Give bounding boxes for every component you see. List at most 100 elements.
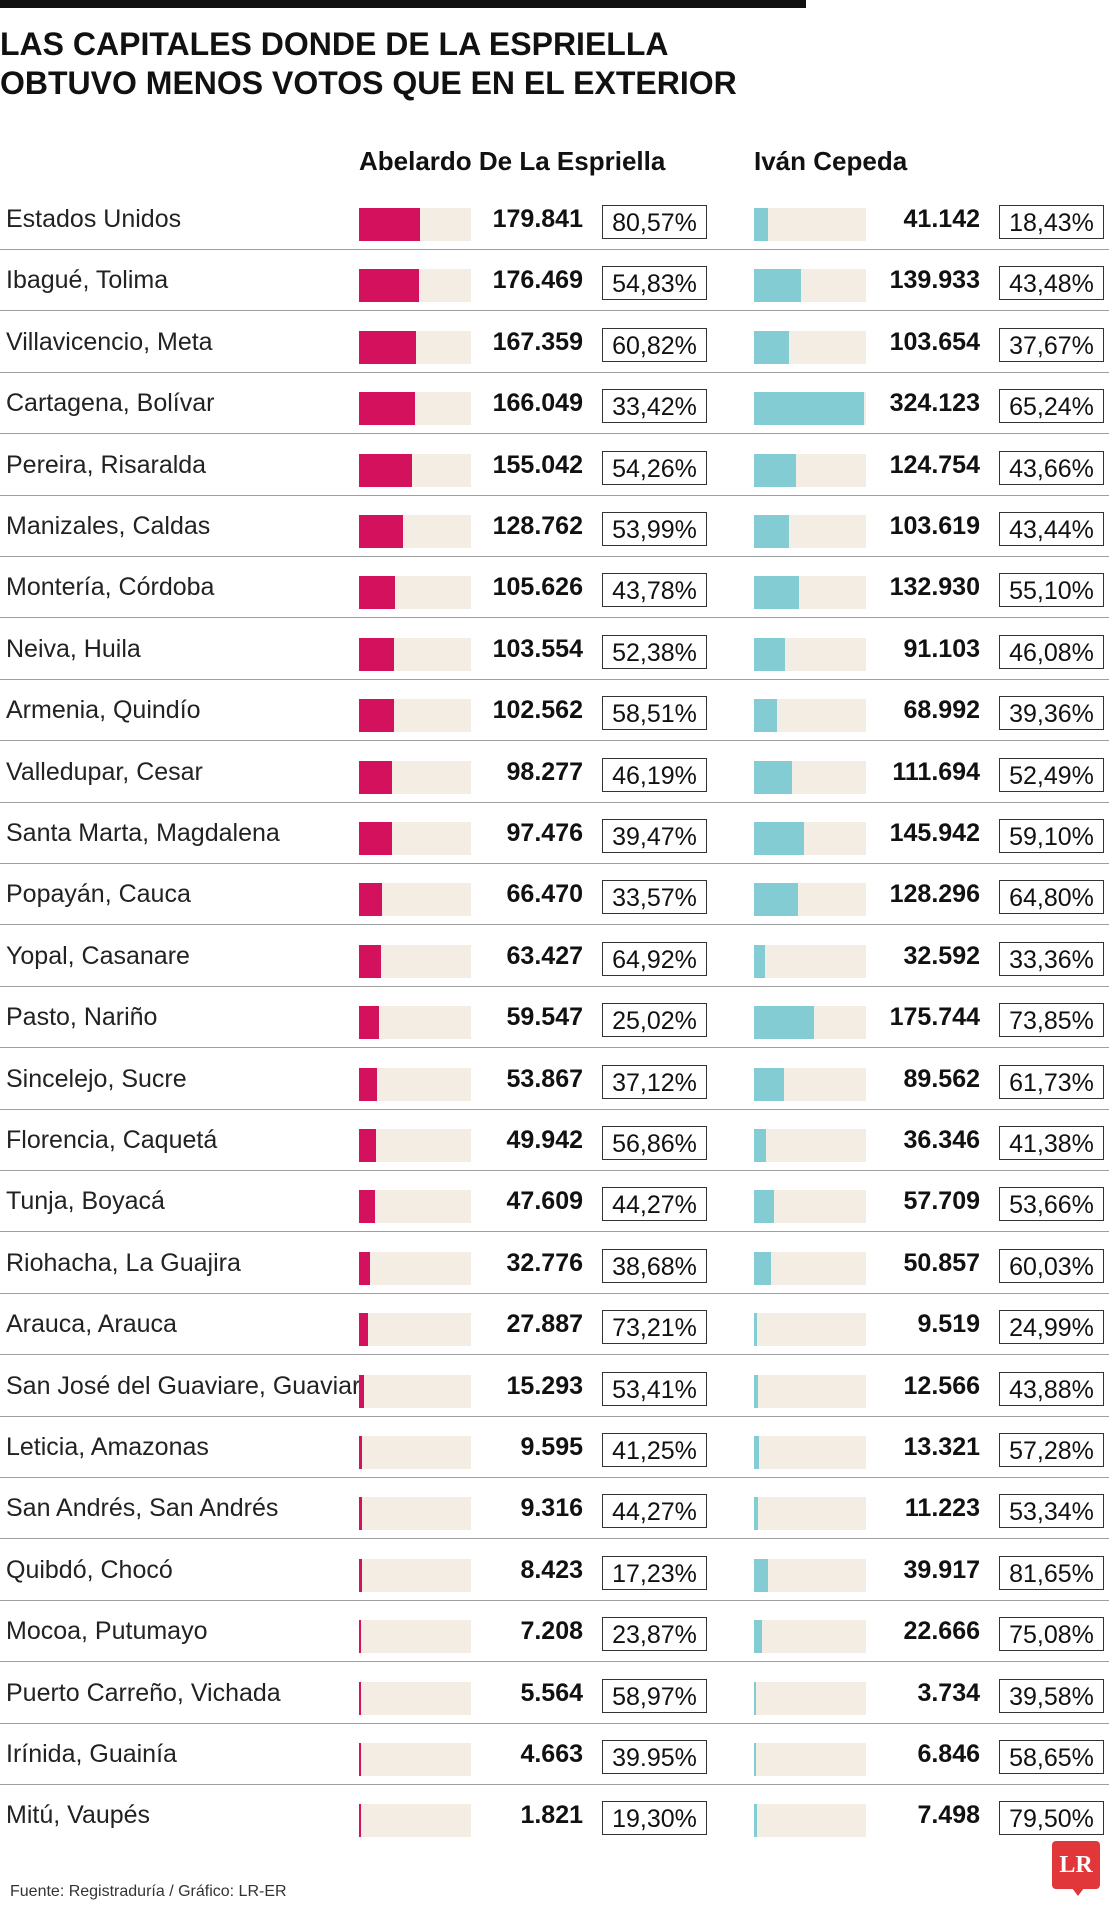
espriella-bar: [359, 269, 419, 303]
cepeda-percent: 41,38%: [999, 1126, 1104, 1160]
cepeda-bar-track: [754, 1129, 866, 1162]
cepeda-percent: 53,34%: [999, 1494, 1104, 1529]
espriella-percent: 73,21%: [602, 1310, 707, 1345]
row-divider: [0, 1661, 1109, 1663]
cepeda-votes: 11.223: [904, 1494, 980, 1523]
cepeda-bar-track: [754, 1497, 866, 1531]
cepeda-votes: 12.566: [903, 1371, 980, 1400]
espriella-percent: 53,99%: [602, 512, 707, 546]
cepeda-bar: [754, 1681, 756, 1715]
row-divider: [0, 310, 1109, 312]
cepeda-bar: [754, 1006, 814, 1040]
espriella-bar: [359, 515, 403, 548]
row-divider: [0, 1231, 1109, 1233]
espriella-bar-track: [359, 1558, 471, 1592]
cepeda-votes: 145.942: [889, 819, 980, 847]
espriella-votes: 53.867: [506, 1064, 583, 1093]
cepeda-bar-track: [754, 760, 866, 794]
cepeda-bar-track: [754, 453, 866, 487]
top-rule: [0, 0, 806, 8]
espriella-bar: [359, 330, 416, 364]
row-divider: [0, 1722, 1109, 1724]
espriella-votes: 105.626: [492, 573, 583, 602]
espriella-bar-track: [359, 576, 471, 610]
city-label: Pasto, Nariño: [6, 1003, 158, 1032]
espriella-bar: [359, 760, 393, 794]
city-label: Estados Unidos: [6, 205, 182, 233]
cepeda-votes: 57.709: [903, 1187, 980, 1216]
cepeda-percent: 55,10%: [999, 573, 1104, 608]
cepeda-bar: [754, 330, 790, 364]
cepeda-percent: 64,80%: [999, 880, 1104, 915]
chart-row: Estados Unidos 179.841 80,57% 41.142 18,43%: [0, 189, 1109, 250]
cepeda-bar-track: [754, 208, 866, 241]
espriella-percent: 53,41%: [602, 1371, 707, 1406]
cepeda-votes: 324.123: [889, 389, 980, 418]
espriella-percent: 58,97%: [602, 1678, 707, 1713]
espriella-votes: 179.841: [492, 205, 583, 233]
espriella-bar: [359, 1558, 362, 1592]
city-label: Montería, Córdoba: [6, 573, 215, 602]
chart-row: Popayán, Cauca 66.470 33,57% 128.296 64,80%: [0, 864, 1109, 926]
cepeda-bar-track: [754, 1190, 866, 1224]
cepeda-percent: 18,43%: [999, 205, 1104, 239]
city-label: Puerto Carreño, Vichada: [6, 1678, 281, 1707]
espriella-percent: 64,92%: [602, 941, 707, 976]
espriella-percent: 39.95%: [602, 1740, 707, 1774]
cepeda-bar: [754, 822, 804, 855]
row-divider: [0, 740, 1109, 742]
chart-row: Yopal, Casanare 63.427 64,92% 32.592 33,36%: [0, 926, 1109, 987]
espriella-bar: [359, 1006, 380, 1040]
cepeda-votes: 103.619: [889, 512, 980, 540]
espriella-percent: 39,47%: [602, 819, 707, 853]
espriella-votes: 166.049: [492, 389, 583, 418]
cepeda-bar-track: [754, 269, 866, 303]
espriella-bar-track: [359, 392, 471, 426]
cepeda-bar-track: [754, 576, 866, 610]
espriella-votes: 47.609: [506, 1187, 583, 1216]
cepeda-bar-track: [754, 1743, 866, 1776]
chart-row: Mocoa, Putumayo 7.208 23,87% 22.666 75,08%: [0, 1601, 1109, 1663]
chart-row: Arauca, Arauca 27.887 73,21% 9.519 24,99%: [0, 1294, 1109, 1356]
espriella-votes: 32.776: [506, 1248, 583, 1277]
row-divider: [0, 801, 1109, 803]
espriella-votes: 7.208: [520, 1617, 583, 1646]
cepeda-votes: 139.933: [889, 266, 980, 295]
city-label: Armenia, Quindío: [6, 696, 201, 725]
city-label: Manizales, Caldas: [6, 512, 211, 540]
cepeda-votes: 9.519: [917, 1310, 980, 1339]
cepeda-percent: 59,10%: [999, 819, 1104, 853]
cepeda-bar: [754, 1497, 758, 1531]
espriella-bar-track: [359, 1804, 471, 1838]
cepeda-percent: 60,03%: [999, 1248, 1104, 1283]
cepeda-votes: 41.142: [903, 205, 980, 233]
espriella-bar-track: [359, 822, 471, 855]
row-divider: [0, 1292, 1109, 1294]
title-line-1: LAS CAPITALES DONDE DE LA ESPRIELLA: [0, 26, 669, 62]
city-label: Leticia, Amazonas: [6, 1433, 209, 1461]
cepeda-bar-track: [754, 1313, 866, 1347]
cepeda-bar: [754, 699, 778, 733]
cepeda-votes: 39.917: [903, 1555, 980, 1584]
chart-title: LAS CAPITALES DONDE DE LA ESPRIELLA OBTU…: [0, 25, 737, 103]
chart-row: Santa Marta, Magdalena 97.476 39,47% 145.94…: [0, 803, 1109, 864]
espriella-percent: 25,02%: [602, 1003, 707, 1038]
espriella-percent: 44,27%: [602, 1494, 707, 1529]
cepeda-votes: 7.498: [917, 1801, 980, 1830]
espriella-bar: [359, 883, 382, 917]
espriella-percent: 33,42%: [602, 389, 707, 424]
cepeda-percent: 39,36%: [999, 696, 1104, 731]
espriella-percent: 33,57%: [602, 880, 707, 915]
city-label: Riohacha, La Guajira: [6, 1248, 241, 1277]
espriella-bar: [359, 208, 421, 241]
cepeda-votes: 89.562: [903, 1064, 980, 1093]
row-divider: [0, 1354, 1109, 1356]
cepeda-percent: 39,58%: [999, 1678, 1104, 1713]
espriella-bar-track: [359, 269, 471, 303]
espriella-votes: 63.427: [506, 941, 583, 970]
city-label: Arauca, Arauca: [6, 1310, 177, 1339]
row-divider: [0, 678, 1109, 680]
cepeda-votes: 111.694: [892, 757, 980, 786]
cepeda-bar-track: [754, 515, 866, 548]
city-label: Mitú, Vaupés: [6, 1801, 151, 1830]
